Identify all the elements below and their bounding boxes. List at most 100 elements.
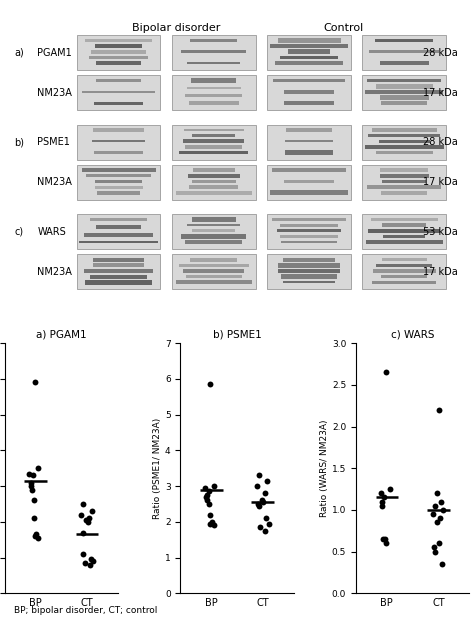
FancyBboxPatch shape <box>185 240 242 244</box>
Point <box>31 531 38 541</box>
FancyBboxPatch shape <box>380 174 428 178</box>
Point <box>207 519 214 528</box>
Point <box>437 514 444 523</box>
FancyBboxPatch shape <box>278 269 340 273</box>
Point <box>26 468 33 478</box>
Point <box>81 558 89 568</box>
Point <box>386 484 393 494</box>
FancyBboxPatch shape <box>85 280 152 285</box>
FancyBboxPatch shape <box>281 274 337 279</box>
FancyBboxPatch shape <box>365 90 443 94</box>
FancyBboxPatch shape <box>366 240 443 244</box>
Title: c) WARS: c) WARS <box>391 329 434 339</box>
FancyBboxPatch shape <box>77 165 160 200</box>
Point <box>256 522 264 532</box>
Y-axis label: Ratio (PSME1/ NM23A): Ratio (PSME1/ NM23A) <box>153 418 162 519</box>
Point <box>261 488 269 498</box>
FancyBboxPatch shape <box>280 56 338 59</box>
FancyBboxPatch shape <box>190 185 238 189</box>
Point <box>28 485 36 494</box>
Point <box>382 538 389 548</box>
Point <box>437 497 445 507</box>
Text: 28 kDa: 28 kDa <box>423 48 457 57</box>
FancyBboxPatch shape <box>369 51 439 53</box>
Text: Control: Control <box>324 23 364 33</box>
Point <box>260 497 267 507</box>
Point <box>29 470 37 480</box>
Text: b): b) <box>14 137 24 147</box>
FancyBboxPatch shape <box>367 185 441 188</box>
FancyBboxPatch shape <box>77 75 160 110</box>
FancyBboxPatch shape <box>267 125 351 159</box>
FancyBboxPatch shape <box>382 180 427 183</box>
FancyBboxPatch shape <box>96 225 141 229</box>
Y-axis label: Ratio (WARS/ NM23A): Ratio (WARS/ NM23A) <box>320 420 329 517</box>
FancyBboxPatch shape <box>277 38 340 43</box>
FancyBboxPatch shape <box>365 145 444 149</box>
FancyBboxPatch shape <box>280 224 337 227</box>
FancyBboxPatch shape <box>187 87 241 89</box>
FancyBboxPatch shape <box>380 168 428 172</box>
Point <box>430 543 438 552</box>
FancyBboxPatch shape <box>267 165 351 200</box>
Point <box>264 476 271 486</box>
Point <box>255 499 262 509</box>
FancyBboxPatch shape <box>93 263 144 268</box>
FancyBboxPatch shape <box>363 255 446 289</box>
FancyBboxPatch shape <box>382 275 427 279</box>
FancyBboxPatch shape <box>185 145 242 149</box>
FancyBboxPatch shape <box>267 35 351 70</box>
Text: PSME1: PSME1 <box>37 137 70 147</box>
FancyBboxPatch shape <box>172 35 255 70</box>
FancyBboxPatch shape <box>96 61 141 65</box>
FancyBboxPatch shape <box>95 180 142 183</box>
FancyBboxPatch shape <box>272 218 346 221</box>
FancyBboxPatch shape <box>191 258 237 262</box>
FancyBboxPatch shape <box>363 35 446 70</box>
Point <box>210 481 218 491</box>
FancyBboxPatch shape <box>376 264 432 267</box>
Point <box>381 534 389 544</box>
FancyBboxPatch shape <box>376 151 432 154</box>
FancyBboxPatch shape <box>77 125 160 159</box>
FancyBboxPatch shape <box>373 269 436 273</box>
Point <box>35 464 42 473</box>
FancyBboxPatch shape <box>286 128 332 132</box>
Text: BP; bipolar disorder, CT; control: BP; bipolar disorder, CT; control <box>14 606 157 615</box>
Point <box>34 533 42 543</box>
FancyBboxPatch shape <box>185 95 242 97</box>
FancyBboxPatch shape <box>277 229 341 232</box>
Point <box>255 501 263 510</box>
FancyBboxPatch shape <box>382 101 427 105</box>
Point <box>80 499 87 509</box>
FancyBboxPatch shape <box>172 255 255 289</box>
Text: 17 kDa: 17 kDa <box>423 177 457 187</box>
FancyBboxPatch shape <box>288 49 330 54</box>
Point <box>263 514 270 523</box>
Text: NM23A: NM23A <box>37 88 72 98</box>
FancyBboxPatch shape <box>190 39 237 42</box>
Point <box>85 514 93 523</box>
FancyBboxPatch shape <box>380 61 428 66</box>
FancyBboxPatch shape <box>270 44 347 48</box>
FancyBboxPatch shape <box>187 62 240 64</box>
FancyBboxPatch shape <box>77 255 160 289</box>
FancyBboxPatch shape <box>175 280 252 284</box>
Point <box>255 470 263 480</box>
FancyBboxPatch shape <box>93 258 144 262</box>
FancyBboxPatch shape <box>363 214 446 249</box>
FancyBboxPatch shape <box>267 75 351 110</box>
FancyBboxPatch shape <box>192 218 236 222</box>
Title: b) PSME1: b) PSME1 <box>213 329 261 339</box>
Text: NM23A: NM23A <box>37 177 72 187</box>
FancyBboxPatch shape <box>183 269 244 273</box>
Point <box>30 514 38 523</box>
FancyBboxPatch shape <box>188 174 239 178</box>
FancyBboxPatch shape <box>380 95 428 100</box>
FancyBboxPatch shape <box>368 229 440 233</box>
FancyBboxPatch shape <box>192 134 236 137</box>
FancyBboxPatch shape <box>367 79 441 82</box>
Point <box>80 549 87 559</box>
FancyBboxPatch shape <box>86 174 151 177</box>
FancyBboxPatch shape <box>84 232 153 237</box>
